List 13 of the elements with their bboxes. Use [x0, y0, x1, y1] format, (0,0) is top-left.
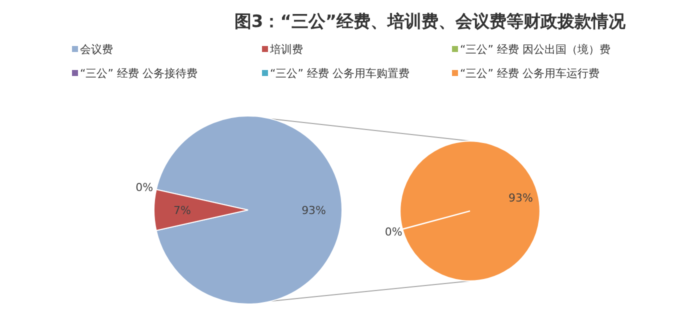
- text: 图3：“三公”经费、培训费、会议费等财政拨款情况: [234, 12, 627, 32]
- legend-label: “三公” 经费 公务用车购置费: [270, 67, 410, 80]
- data-label: 7%: [173, 204, 191, 217]
- legend-label: 培训费: [269, 43, 303, 56]
- data-label: 93%: [508, 191, 533, 204]
- legend-label: “三公” 经费 因公出国（境）费: [460, 43, 610, 56]
- pie-slice: [156, 116, 342, 304]
- legend-label: “三公” 经费 公务用车运行费: [460, 67, 600, 80]
- legend-label: 会议费: [80, 43, 113, 56]
- text: 0%: [384, 225, 402, 238]
- data-label: 93%: [302, 204, 326, 217]
- legend-label: “三公” 经费 公务接待费: [80, 67, 198, 80]
- text: 0%: [136, 180, 154, 194]
